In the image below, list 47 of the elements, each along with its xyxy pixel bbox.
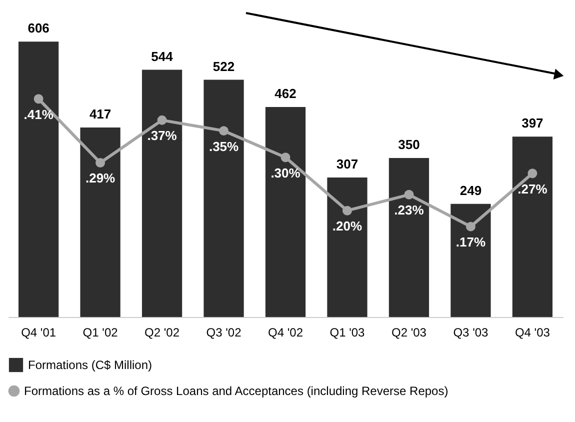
data-label: .41%	[24, 106, 54, 122]
data-label: .20%	[332, 218, 362, 234]
data-label: 397	[522, 116, 544, 131]
bar	[18, 42, 59, 317]
x-tick-label: Q2 '03	[391, 326, 427, 340]
bar	[265, 107, 306, 317]
point	[528, 168, 538, 178]
data-label: .29%	[85, 170, 116, 186]
legend-label: Formations (C$ Million)	[28, 358, 152, 372]
data-label: .27%	[518, 181, 548, 196]
x-tick-label: Q2 '02	[144, 326, 180, 340]
point	[219, 126, 229, 136]
data-label: .35%	[208, 138, 240, 154]
data-label: .17%	[456, 234, 486, 250]
bar	[204, 80, 244, 317]
point	[157, 115, 167, 125]
legend-label: Formations as a % of Gross Loans and Acceptances (including Reverse Repos)	[24, 384, 448, 398]
bar	[450, 204, 491, 317]
point	[96, 158, 106, 168]
bar	[512, 136, 553, 317]
x-tick-label: Q1 '03	[330, 326, 366, 340]
bar	[142, 70, 182, 317]
x-tick-label: Q4 '03	[514, 326, 550, 340]
point	[280, 152, 290, 162]
data-label: 544	[151, 48, 174, 64]
x-tick-label: Q4 '01	[21, 326, 56, 340]
point	[34, 94, 44, 104]
data-label: 522	[212, 58, 235, 74]
point	[404, 190, 414, 200]
x-tick-label: Q3 '03	[453, 326, 489, 340]
data-label: 417	[89, 106, 112, 122]
point	[466, 222, 476, 232]
data-label: .30%	[270, 165, 301, 180]
data-label: .37%	[147, 128, 178, 144]
data-label: .23%	[394, 202, 424, 218]
data-label: 307	[336, 156, 358, 172]
x-tick-label: Q3 '02	[206, 326, 242, 340]
data-label: 462	[274, 86, 296, 102]
x-tick-label: Q4 '02	[268, 326, 304, 340]
bar	[327, 177, 368, 317]
bar	[80, 127, 120, 317]
data-label: 249	[460, 182, 482, 198]
data-label: 606	[28, 20, 50, 36]
x-tick-label: Q1 '02	[82, 326, 118, 340]
data-label: 350	[398, 136, 420, 152]
bar	[388, 158, 430, 317]
point	[342, 206, 352, 216]
